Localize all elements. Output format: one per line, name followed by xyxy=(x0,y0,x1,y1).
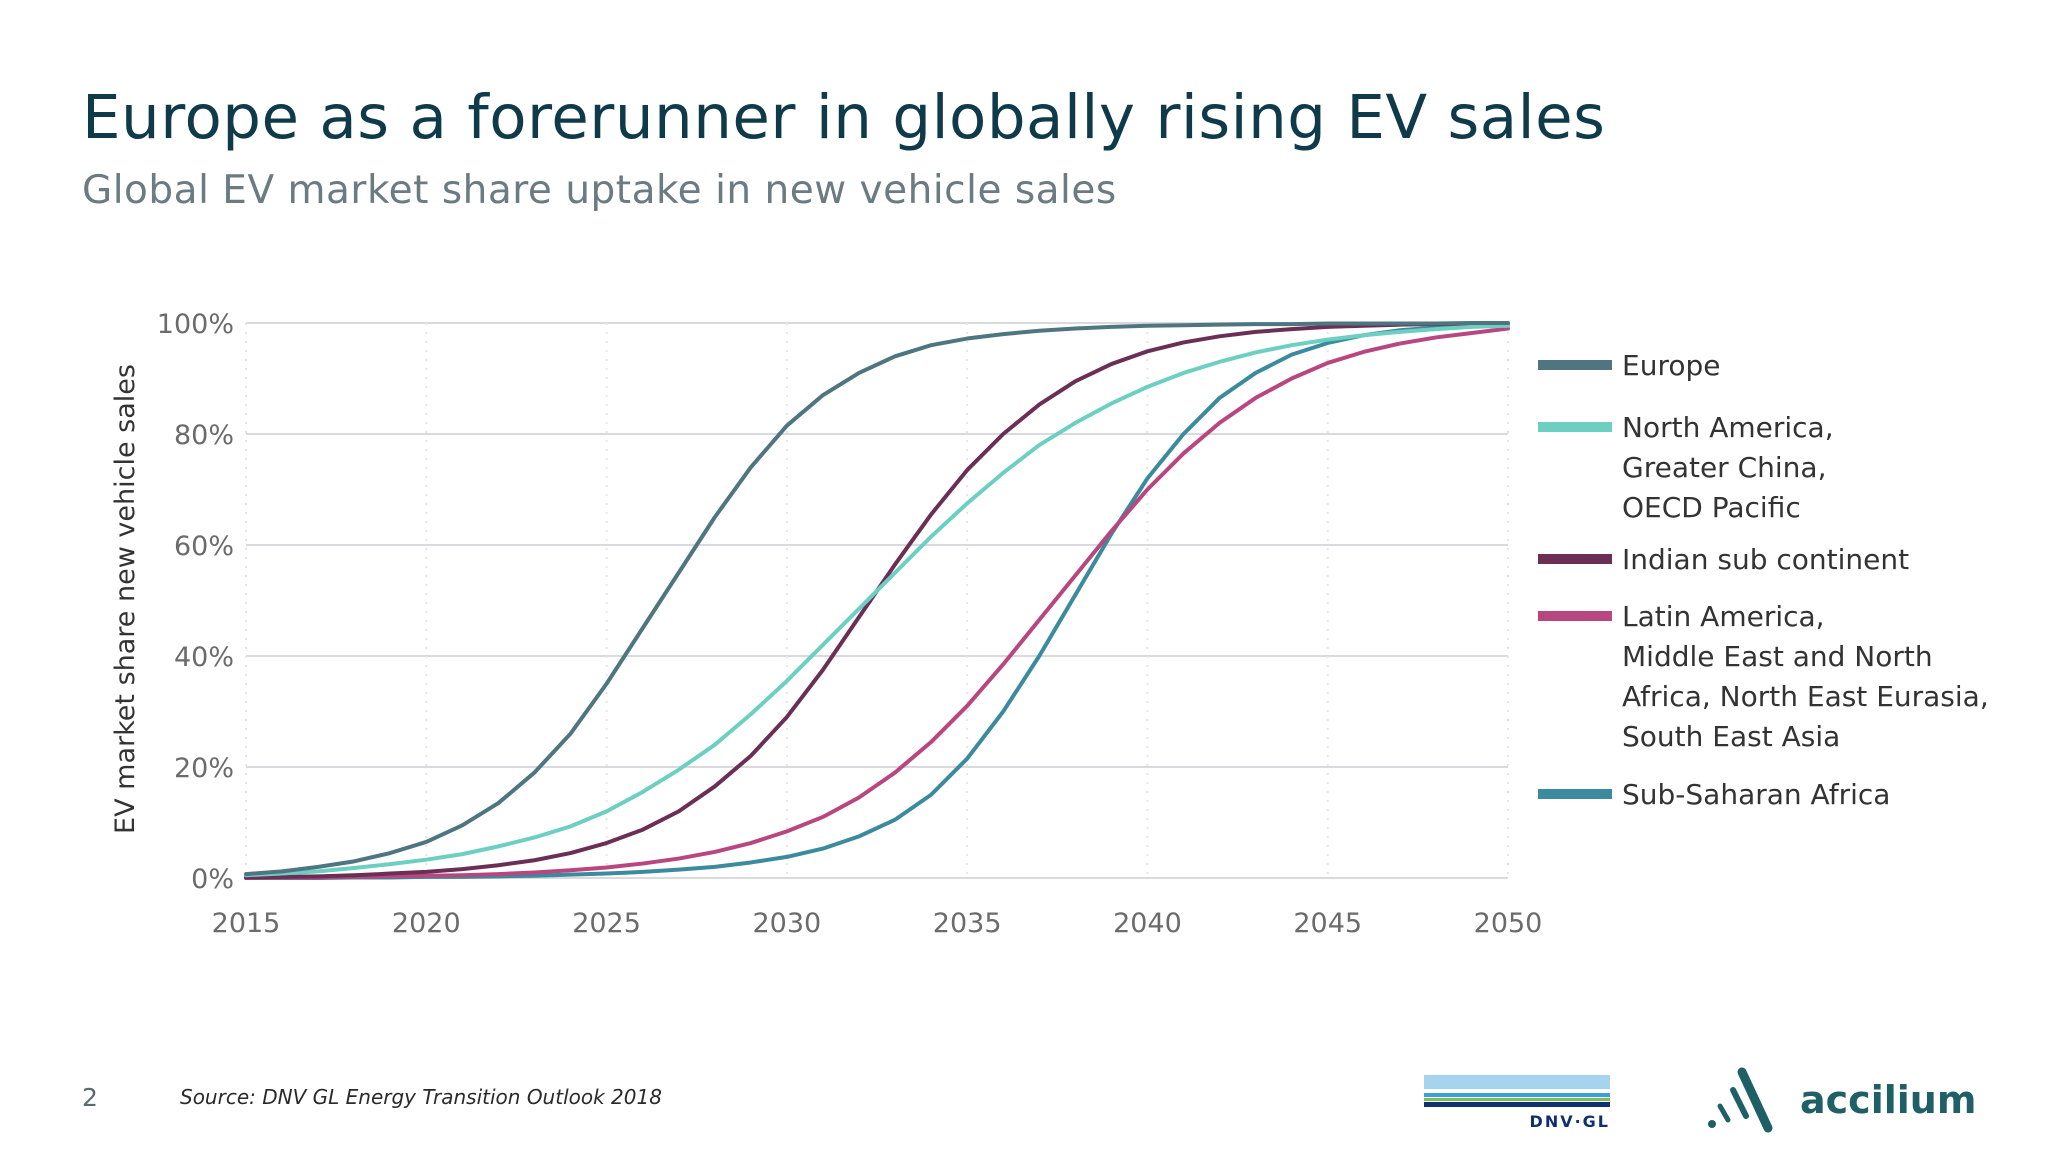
legend-swatch-4 xyxy=(1538,789,1612,799)
accilium-mark-icon xyxy=(1708,1067,1773,1133)
x-tick-label: 2045 xyxy=(1293,908,1362,939)
y-tick-label: 80% xyxy=(174,420,234,451)
accilium-logo: accilium xyxy=(1702,1066,1976,1136)
accilium-wordmark: accilium xyxy=(1800,1078,1977,1122)
x-tick-label: 2040 xyxy=(1113,908,1182,939)
series-line-2 xyxy=(244,321,1510,880)
x-tick-label: 2035 xyxy=(933,908,1002,939)
legend-label-0: Europe xyxy=(1622,349,1720,382)
legend-swatch-1 xyxy=(1538,422,1612,432)
y-tick-label: 0% xyxy=(191,864,234,895)
ev-market-share-chart: 0% 20% 40% 60% 80% 100% 2015 2020 2025 2030 2035 20… xyxy=(110,309,1989,939)
series-line-3 xyxy=(244,326,1510,880)
page-number: 2 xyxy=(82,1083,98,1112)
x-tick-label: 2025 xyxy=(572,908,641,939)
x-tick-label: 2050 xyxy=(1474,908,1543,939)
legend-label-3: Latin America, Middle East and North Afric… xyxy=(1622,600,1989,753)
dnv-gl-logo: DNV·GL xyxy=(1424,1075,1610,1131)
series-lines xyxy=(244,321,1510,880)
legend-label-1: North America, Greater China, OECD Pacific xyxy=(1622,411,1834,524)
axis-ticks: 0% 20% 40% 60% 80% 100% 2015 2020 2025 2030 2035 20… xyxy=(157,309,1543,939)
y-axis-title: EV market share new vehicle sales xyxy=(110,364,141,834)
x-tick-label: 2030 xyxy=(752,908,821,939)
y-tick-label: 100% xyxy=(157,309,234,340)
x-tick-label: 2015 xyxy=(212,908,281,939)
legend-swatch-0 xyxy=(1538,360,1612,370)
x-tick-label: 2020 xyxy=(392,908,461,939)
legend-label-2: Indian sub continent xyxy=(1622,543,1909,576)
page-title: Europe as a forerunner in globally risin… xyxy=(82,82,1606,153)
page-subtitle: Global EV market share uptake in new veh… xyxy=(82,168,1117,213)
legend-label-4: Sub-Saharan Africa xyxy=(1622,778,1890,811)
y-tick-label: 20% xyxy=(174,753,234,784)
y-tick-label: 60% xyxy=(174,531,234,562)
dnv-gl-wordmark: DNV·GL xyxy=(1530,1112,1610,1131)
legend-swatch-2 xyxy=(1538,554,1612,564)
series-line-4 xyxy=(244,322,1510,880)
y-tick-label: 40% xyxy=(174,642,234,673)
series-line-0 xyxy=(244,321,1510,877)
source-note: Source: DNV GL Energy Transition Outlook… xyxy=(180,1085,662,1109)
legend: Europe North America, Greater China, OECD P… xyxy=(1538,349,1989,811)
legend-swatch-3 xyxy=(1538,611,1612,621)
series-line-1 xyxy=(244,323,1510,878)
grid-lines xyxy=(245,322,1509,879)
